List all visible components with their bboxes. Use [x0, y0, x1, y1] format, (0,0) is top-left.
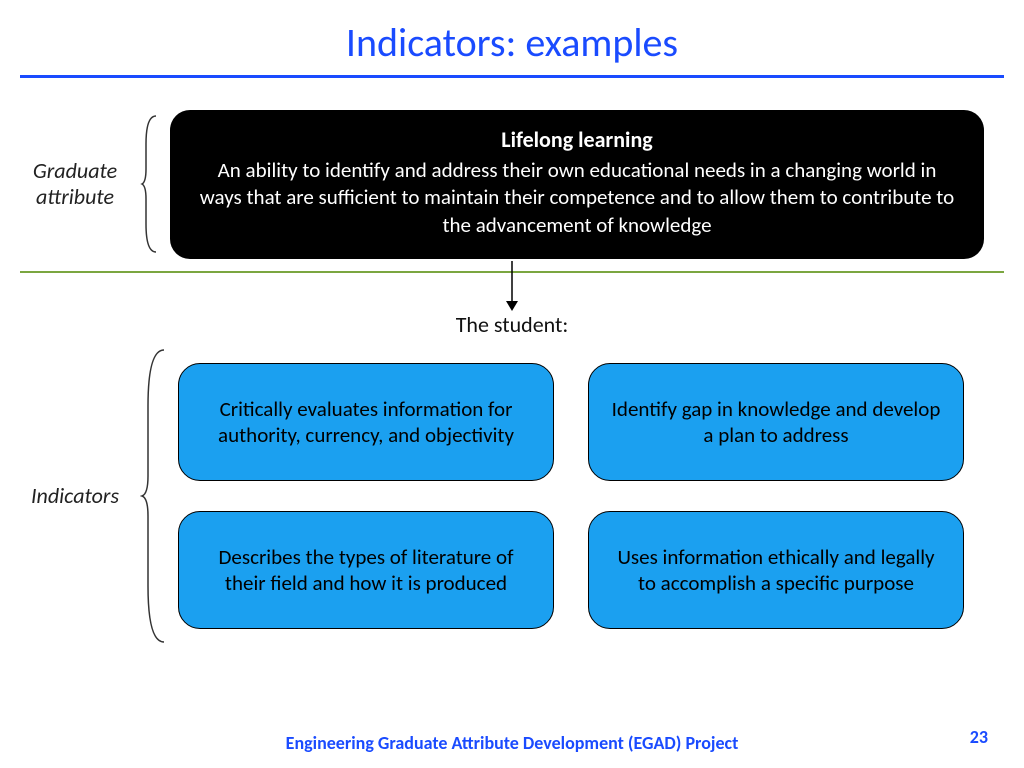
ga-box-body: An ability to identify and address their…: [198, 157, 956, 239]
graduate-attribute-label: Graduate attribute: [20, 158, 130, 211]
title-underline: [20, 75, 1004, 78]
content-area: Graduate attribute Lifelong learning An …: [0, 110, 1024, 259]
graduate-attribute-box: Lifelong learning An ability to identify…: [170, 110, 984, 259]
indicators-area: Indicators Critically evaluates informat…: [0, 346, 1024, 646]
indicators-row: Indicators Critically evaluates informat…: [20, 346, 1004, 646]
graduate-attribute-row: Graduate attribute Lifelong learning An …: [20, 110, 1004, 259]
ga-label-line1: Graduate: [33, 157, 117, 184]
ga-box-title: Lifelong learning: [198, 126, 956, 153]
slide-title: Indicators: examples: [0, 0, 1024, 75]
indicators-grid: Critically evaluates information for aut…: [178, 363, 964, 629]
indicators-label: Indicators: [20, 482, 130, 509]
ga-label-line2: attribute: [36, 183, 114, 210]
indicator-box: Describes the types of literature of the…: [178, 511, 554, 629]
bracket-icon: [140, 114, 160, 254]
footer-text: Engineering Graduate Attribute Developme…: [0, 732, 1024, 754]
indicator-box: Identify gap in knowledge and develop a …: [588, 363, 964, 481]
student-label: The student:: [0, 311, 1024, 338]
bracket-icon: [140, 346, 168, 646]
arrow-container: [0, 273, 1024, 313]
indicator-box: Uses information ethically and legally t…: [588, 511, 964, 629]
down-arrow-icon: [502, 261, 522, 313]
page-number: 23: [970, 726, 988, 748]
indicator-box: Critically evaluates information for aut…: [178, 363, 554, 481]
